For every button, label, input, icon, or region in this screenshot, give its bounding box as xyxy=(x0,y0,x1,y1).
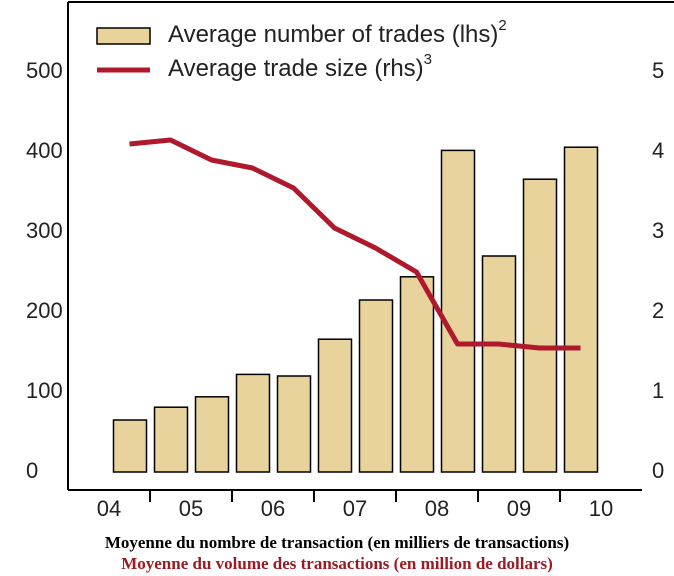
legend-label: Average number of trades (lhs)2 xyxy=(168,17,507,48)
bar xyxy=(153,406,189,473)
chart: 0 100 200 300 400 500 0 1 2 3 4 5 04 05 06 07 08 09 10 Aver… xyxy=(26,1,674,521)
x-tick-label: 07 xyxy=(343,496,367,521)
y2-tick-label: 1 xyxy=(652,378,664,403)
y2-tick-label: 2 xyxy=(652,298,664,323)
legend-name: Average number of trades (lhs) xyxy=(168,21,498,48)
x-tick-label: 10 xyxy=(589,496,613,521)
bar xyxy=(399,276,435,473)
bar xyxy=(440,149,476,473)
y2-tick-label: 4 xyxy=(652,138,664,163)
bar xyxy=(358,299,394,473)
legend-name: Average trade size (rhs) xyxy=(168,55,424,82)
bar xyxy=(112,419,148,473)
legend-label: Average trade size (rhs)3 xyxy=(168,51,432,82)
x-tick-label: 04 xyxy=(97,496,121,521)
y-tick-label: 200 xyxy=(26,298,63,323)
caption: Moyenne du volume des transactions (en m… xyxy=(121,554,553,573)
bar xyxy=(563,146,599,473)
y-tick-label: 500 xyxy=(26,58,63,83)
bar xyxy=(481,255,517,473)
y2-tick-label: 3 xyxy=(652,218,664,243)
bar xyxy=(317,338,353,473)
y-tick-label: 400 xyxy=(26,138,63,163)
y2-tick-label: 5 xyxy=(652,58,664,83)
bar xyxy=(276,375,312,473)
x-tick-label: 09 xyxy=(507,496,531,521)
legend-swatch xyxy=(96,27,151,45)
legend-note: 2 xyxy=(498,17,506,34)
legend-note: 3 xyxy=(424,51,432,68)
y-tick-label: 0 xyxy=(26,458,38,483)
y2-tick-label: 0 xyxy=(652,458,664,483)
caption: Moyenne du nombre de transaction (en mil… xyxy=(104,533,570,552)
y-tick-label: 100 xyxy=(26,378,63,403)
bar xyxy=(522,178,558,473)
line xyxy=(129,137,581,351)
y-tick-label: 300 xyxy=(26,218,63,243)
x-tick-label: 06 xyxy=(261,496,285,521)
bar xyxy=(194,396,230,473)
bar xyxy=(235,373,271,473)
x-tick-label: 05 xyxy=(179,496,203,521)
x-tick-label: 08 xyxy=(425,496,449,521)
